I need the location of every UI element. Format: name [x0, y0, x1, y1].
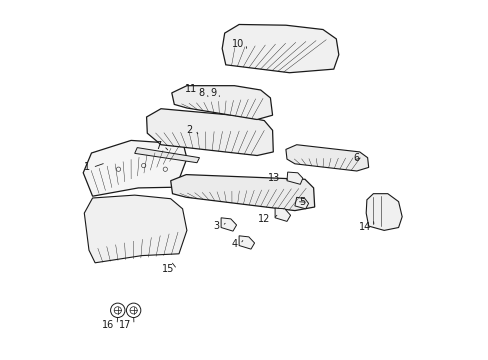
Text: 8: 8	[198, 88, 204, 98]
Polygon shape	[213, 95, 227, 107]
Text: 2: 2	[185, 125, 192, 135]
Polygon shape	[222, 24, 338, 73]
Text: 15: 15	[162, 264, 174, 274]
Polygon shape	[170, 175, 314, 211]
Polygon shape	[83, 140, 186, 196]
Text: 11: 11	[184, 84, 197, 94]
Polygon shape	[294, 197, 308, 209]
Polygon shape	[366, 194, 401, 230]
Text: 12: 12	[258, 214, 270, 224]
Polygon shape	[146, 109, 273, 156]
Text: 5: 5	[298, 197, 305, 207]
Text: 1: 1	[83, 162, 89, 172]
Polygon shape	[239, 236, 254, 249]
Polygon shape	[134, 148, 199, 163]
Text: 7: 7	[154, 141, 161, 151]
Text: 16: 16	[102, 320, 114, 330]
Polygon shape	[221, 218, 236, 231]
Polygon shape	[285, 145, 368, 171]
Text: 14: 14	[358, 222, 370, 232]
Polygon shape	[205, 94, 216, 105]
Text: 13: 13	[268, 173, 280, 183]
Polygon shape	[275, 208, 290, 221]
Polygon shape	[197, 91, 208, 104]
Text: 17: 17	[119, 320, 131, 330]
Text: 9: 9	[210, 88, 216, 98]
Text: 10: 10	[231, 39, 244, 49]
Text: 4: 4	[231, 239, 237, 249]
Polygon shape	[286, 172, 302, 184]
Text: 3: 3	[213, 221, 219, 231]
Text: 6: 6	[353, 153, 359, 163]
Polygon shape	[84, 195, 186, 263]
Polygon shape	[171, 86, 272, 120]
